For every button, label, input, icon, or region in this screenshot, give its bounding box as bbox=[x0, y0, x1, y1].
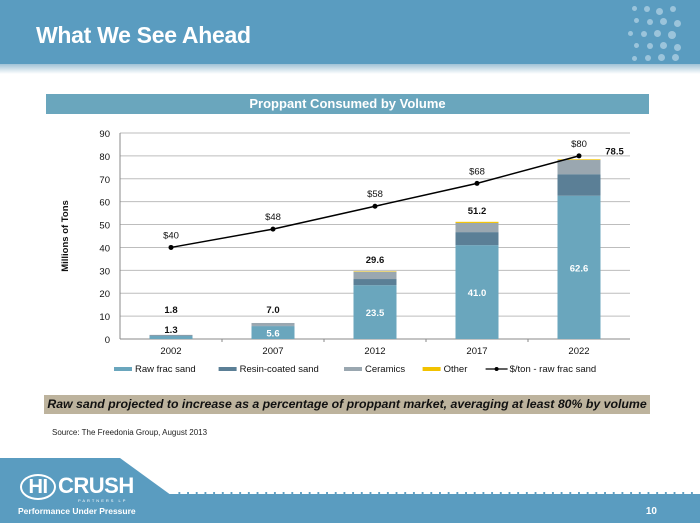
legend-swatch-other bbox=[422, 367, 441, 371]
price-label: $68 bbox=[469, 166, 485, 177]
bar-segment-other bbox=[455, 221, 499, 223]
decorative-dot bbox=[647, 43, 653, 49]
y-tick-label: 10 bbox=[99, 312, 110, 323]
logo-subtitle: PARTNERS LP bbox=[78, 498, 128, 503]
slide-title: What We See Ahead bbox=[36, 22, 251, 48]
total-value-label: 78.5 bbox=[605, 146, 624, 157]
total-value-label: 1.8 bbox=[164, 305, 177, 316]
price-point bbox=[372, 203, 378, 209]
company-logo: HI CRUSH PARTNERS LP Performance Under Pr… bbox=[18, 473, 136, 516]
bar-segment-raw bbox=[455, 245, 499, 339]
decorative-dot bbox=[628, 31, 633, 36]
price-point bbox=[474, 180, 480, 186]
decorative-dot bbox=[645, 55, 651, 61]
x-tick-label: 2022 bbox=[568, 346, 589, 357]
bar-segment-resin bbox=[455, 232, 499, 246]
decorative-dot bbox=[632, 56, 637, 61]
price-point bbox=[270, 226, 276, 232]
raw-value-label: 1.3 bbox=[164, 325, 177, 336]
legend-swatch-ceramics bbox=[344, 367, 362, 371]
decorative-dot bbox=[660, 42, 667, 49]
slide-footer bbox=[0, 494, 700, 523]
y-tick-label: 30 bbox=[99, 266, 110, 277]
header-shadow bbox=[0, 64, 700, 74]
y-tick-label: 80 bbox=[99, 152, 110, 163]
bar-segment-ceramics bbox=[149, 334, 193, 336]
bar-segment-ceramics bbox=[455, 222, 499, 233]
decorative-dot bbox=[641, 31, 647, 37]
price-point bbox=[168, 244, 174, 250]
x-tick-label: 2017 bbox=[466, 346, 487, 357]
chart-title: Proppant Consumed by Volume bbox=[46, 94, 649, 114]
price-label: $80 bbox=[571, 139, 587, 150]
y-tick-label: 0 bbox=[105, 335, 110, 346]
y-tick-label: 40 bbox=[99, 243, 110, 254]
decorative-dot bbox=[632, 6, 637, 11]
legend-label: Raw frac sand bbox=[135, 364, 196, 375]
page-number: 10 bbox=[645, 506, 657, 517]
total-value-label: 51.2 bbox=[468, 206, 487, 217]
legend-swatch-resin bbox=[218, 367, 237, 371]
decorative-dot bbox=[674, 44, 681, 51]
legend-label: $/ton - raw frac sand bbox=[510, 364, 597, 375]
y-tick-label: 50 bbox=[99, 221, 110, 232]
legend-swatch-raw bbox=[114, 367, 132, 371]
footer-dot-divider bbox=[175, 492, 695, 494]
logo-hi-mark: HI bbox=[20, 474, 56, 500]
proppant-chart: 0 10 20 30 40 50 60 70 80 90 Millions of Tons 2002 1… bbox=[60, 129, 630, 375]
decorative-dot bbox=[634, 18, 639, 23]
legend-label: Other bbox=[444, 364, 468, 375]
decorative-dot bbox=[654, 30, 661, 37]
raw-value-label: 41.0 bbox=[468, 288, 487, 299]
bar-segment-raw bbox=[353, 285, 397, 339]
callout-note: Raw sand projected to increase as a perc… bbox=[44, 395, 650, 414]
logo-name: CRUSH bbox=[58, 473, 134, 498]
logo-tagline: Performance Under Pressure bbox=[18, 506, 136, 516]
bar-segment-raw bbox=[557, 195, 601, 339]
decorative-dot bbox=[658, 54, 665, 61]
raw-value-label: 5.6 bbox=[266, 329, 279, 340]
y-tick-label: 70 bbox=[99, 175, 110, 186]
bar-segment-other bbox=[557, 159, 601, 161]
legend-line-marker bbox=[494, 367, 499, 371]
total-value-label: 7.0 bbox=[266, 305, 279, 316]
legend-label: Ceramics bbox=[365, 364, 405, 375]
bar-segment-ceramics bbox=[251, 322, 295, 326]
bar-segment-ceramics bbox=[557, 160, 601, 175]
slide-header: What We See Ahead bbox=[0, 0, 700, 64]
decorative-dot bbox=[668, 31, 676, 39]
y-axis-label: Millions of Tons bbox=[60, 200, 71, 272]
source-citation: Source: The Freedonia Group, August 2013 bbox=[52, 428, 208, 437]
decorative-dot bbox=[644, 6, 650, 12]
bar-segment-ceramics bbox=[353, 271, 397, 280]
legend-label: Resin-coated sand bbox=[240, 364, 319, 375]
x-tick-label: 2002 bbox=[160, 346, 181, 357]
price-label: $58 bbox=[367, 189, 383, 200]
raw-value-label: 62.6 bbox=[570, 263, 589, 274]
y-tick-label: 90 bbox=[99, 129, 110, 140]
price-label: $48 bbox=[265, 212, 281, 223]
decorative-dot bbox=[670, 6, 676, 12]
decorative-dot bbox=[672, 54, 679, 61]
bar-segment-resin bbox=[353, 279, 397, 286]
decorative-dot bbox=[634, 43, 639, 48]
x-tick-label: 2007 bbox=[262, 346, 283, 357]
y-tick-label: 60 bbox=[99, 198, 110, 209]
raw-value-label: 23.5 bbox=[366, 308, 385, 319]
bar-segment-raw bbox=[149, 336, 193, 339]
decorative-dot bbox=[647, 19, 653, 25]
decorative-dot bbox=[656, 8, 663, 15]
decorative-dot bbox=[660, 18, 667, 25]
x-tick-label: 2012 bbox=[364, 346, 385, 357]
price-point bbox=[576, 153, 582, 159]
bar-segment-raw bbox=[251, 326, 295, 339]
total-value-label: 29.6 bbox=[366, 255, 385, 266]
price-label: $40 bbox=[163, 230, 179, 241]
decorative-dots bbox=[614, 2, 694, 64]
decorative-dot bbox=[674, 20, 681, 27]
bar-segment-resin bbox=[557, 174, 601, 196]
logo-wordmark: HI CRUSH bbox=[20, 473, 136, 500]
y-tick-label: 20 bbox=[99, 289, 110, 300]
